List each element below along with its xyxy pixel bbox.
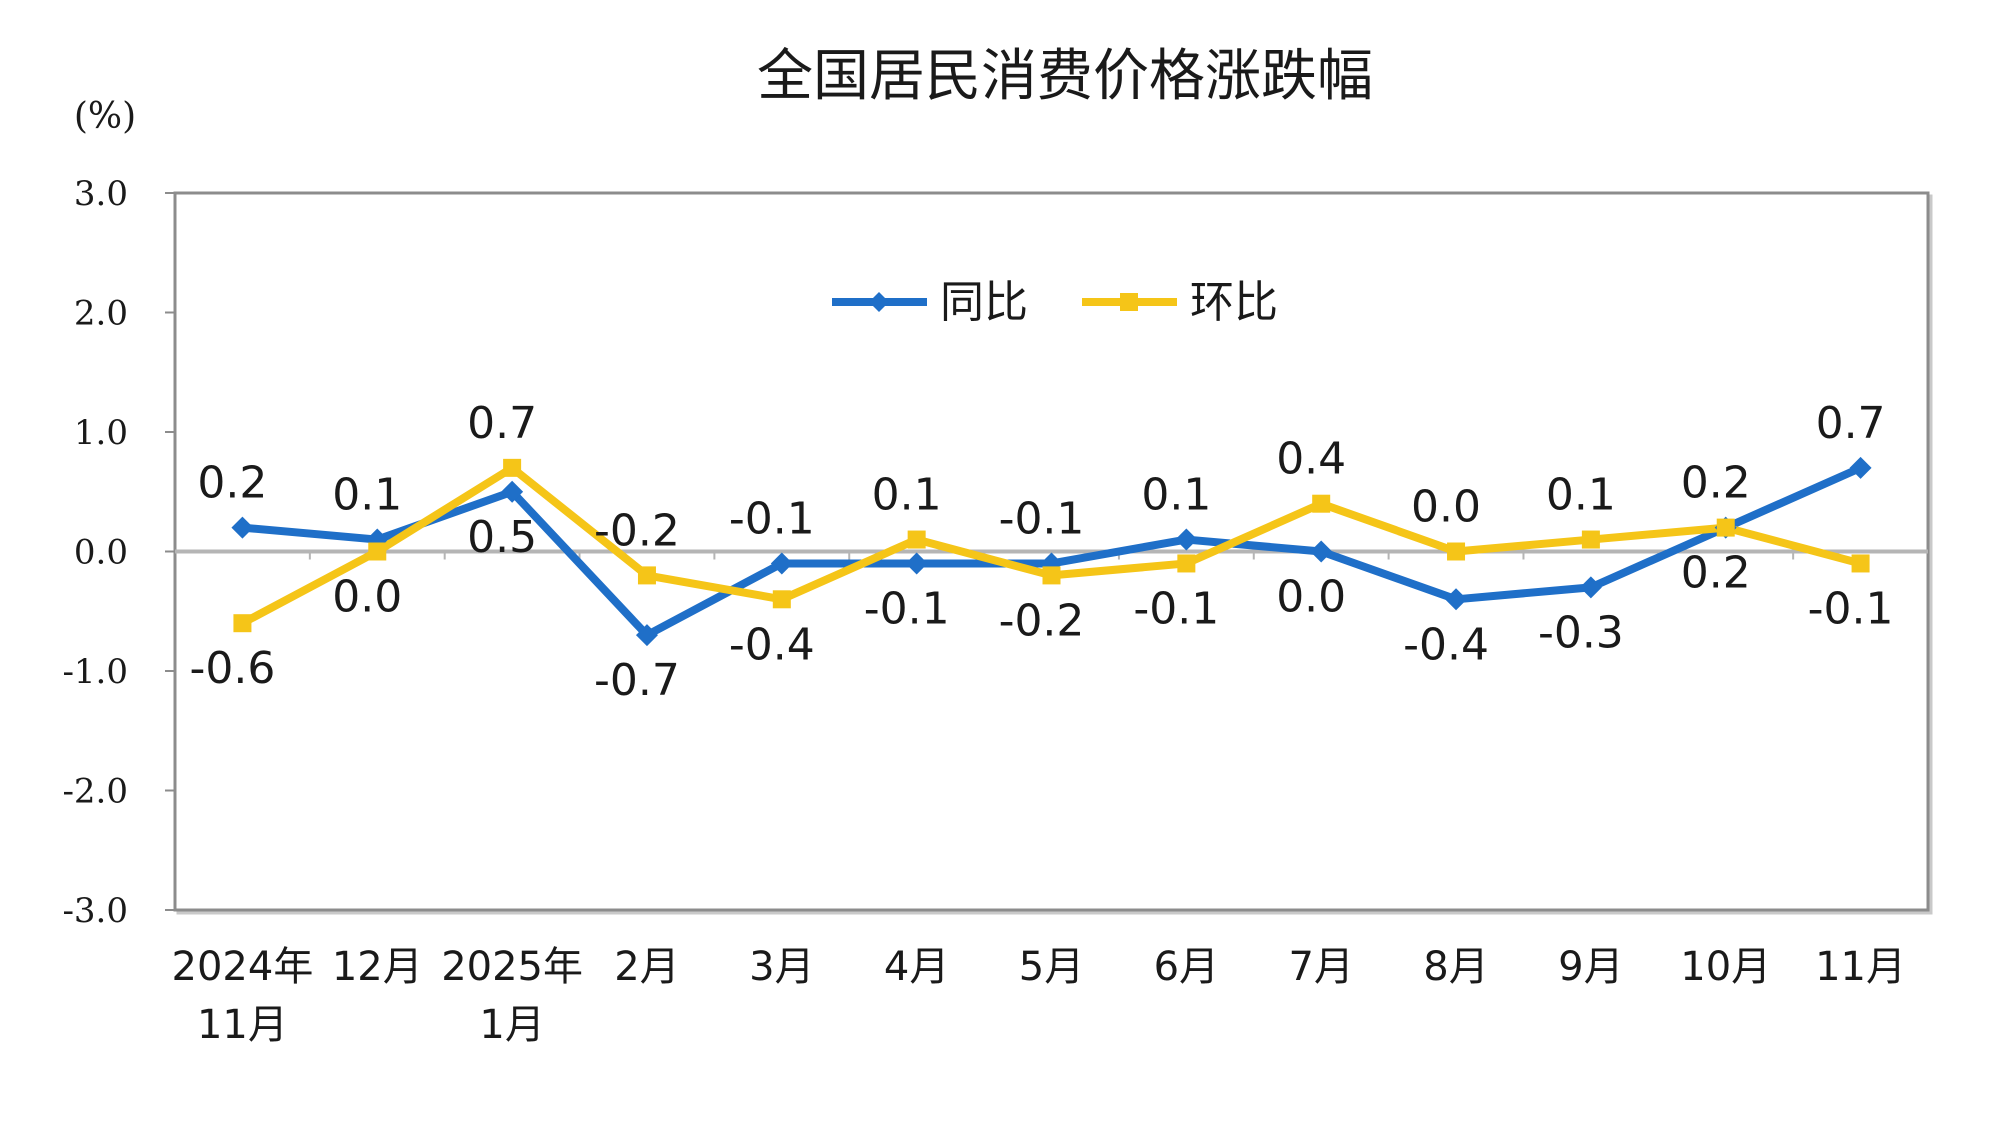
data-label-mom: 0.4: [1276, 434, 1346, 485]
data-point-mom: [1716, 518, 1735, 537]
x-tick-label: 10月: [1680, 944, 1771, 990]
y-tick-label: -3.0: [62, 891, 128, 931]
data-label-mom: 0.1: [1546, 470, 1616, 521]
data-label-mom: 0.1: [872, 470, 942, 521]
data-point-yoy: [1579, 576, 1602, 599]
y-tick-label: -1.0: [62, 652, 128, 692]
x-tick-label: 11月: [1815, 944, 1906, 990]
x-tick-label: 5月: [1019, 944, 1084, 990]
data-point-mom: [233, 614, 252, 633]
x-tick-label: 8月: [1423, 944, 1488, 990]
legend-label-mom: 环比: [1190, 277, 1278, 328]
x-tick-label: 2024年: [172, 944, 314, 990]
data-label-yoy: 0.2: [197, 458, 267, 509]
x-tick-label: 9月: [1558, 944, 1623, 990]
y-axis-unit-label: (%): [74, 96, 136, 137]
x-tick-label: 2月: [614, 944, 679, 990]
data-label-yoy: -0.1: [729, 493, 815, 544]
data-label-yoy: 0.0: [1276, 572, 1346, 623]
data-point-yoy: [1445, 588, 1468, 611]
data-label-mom: -0.2: [594, 505, 680, 556]
data-point-yoy: [231, 516, 254, 539]
y-tick-label: -2.0: [62, 772, 128, 812]
data-label-mom: -0.1: [1808, 583, 1894, 634]
data-label-mom: -0.2: [999, 595, 1085, 646]
data-point-yoy: [1175, 528, 1198, 551]
data-point-mom: [1177, 554, 1196, 573]
data-point-yoy: [1310, 540, 1333, 563]
y-tick-label: 3.0: [74, 174, 128, 214]
data-point-mom: [1042, 566, 1061, 585]
data-point-mom: [368, 542, 387, 561]
data-point-mom: [1312, 494, 1331, 513]
data-label-mom: 0.7: [467, 398, 537, 449]
data-label-mom: 0.0: [1411, 482, 1481, 533]
data-point-yoy: [501, 480, 524, 503]
legend-label-yoy: 同比: [940, 277, 1028, 328]
data-label-yoy: 0.1: [332, 470, 402, 521]
legend: 同比 环比: [832, 277, 1278, 328]
data-label-yoy: 0.2: [1681, 458, 1751, 509]
data-point-mom: [1851, 554, 1870, 573]
data-label-mom: 0.0: [332, 572, 402, 623]
y-tick-label: 1.0: [74, 413, 128, 453]
x-tick-label: 7月: [1288, 944, 1353, 990]
data-label-yoy: 0.1: [1141, 470, 1211, 521]
data-point-yoy: [1849, 456, 1872, 479]
data-point-yoy: [635, 624, 658, 647]
data-point-mom: [772, 590, 791, 609]
data-label-yoy: 0.7: [1816, 398, 1886, 449]
plot-area: 3.0 2.0 1.0 0.0 -1.0 -2.0 -3.0 2024年 11月 12月 2025年…: [62, 174, 1933, 1048]
x-tick-label: 6月: [1154, 944, 1219, 990]
data-point-mom: [503, 458, 522, 477]
x-tick-label: 12月: [332, 944, 423, 990]
chart-title: 全国居民消费价格涨跌幅: [757, 44, 1373, 109]
y-tick-label: 0.0: [74, 533, 128, 573]
data-label-yoy: -0.3: [1538, 607, 1624, 658]
x-tick-label: 11月: [197, 1002, 288, 1048]
data-label-yoy: -0.1: [999, 493, 1085, 544]
data-point-mom: [637, 566, 656, 585]
x-tick-label: 2025年: [441, 944, 583, 990]
data-label-yoy: 0.5: [467, 512, 537, 563]
data-point-yoy: [905, 552, 928, 575]
data-point-yoy: [770, 552, 793, 575]
legend-marker-mom: [1120, 293, 1138, 311]
data-label-yoy: -0.7: [594, 655, 680, 706]
data-point-mom: [1447, 542, 1466, 561]
x-tick-label: 3月: [749, 944, 814, 990]
legend-marker-yoy: [869, 292, 889, 312]
data-label-yoy: -0.1: [864, 583, 950, 634]
data-label-mom: -0.6: [189, 643, 275, 694]
x-tick-label: 1月: [479, 1002, 544, 1048]
data-label-mom: -0.4: [729, 619, 815, 670]
data-label-yoy: -0.4: [1403, 619, 1489, 670]
x-tick-label: 4月: [884, 944, 949, 990]
data-point-mom: [907, 530, 926, 549]
y-tick-label: 2.0: [74, 294, 128, 334]
data-label-mom: -0.1: [1133, 583, 1219, 634]
data-label-mom: 0.2: [1681, 548, 1751, 599]
data-point-mom: [1581, 530, 1600, 549]
